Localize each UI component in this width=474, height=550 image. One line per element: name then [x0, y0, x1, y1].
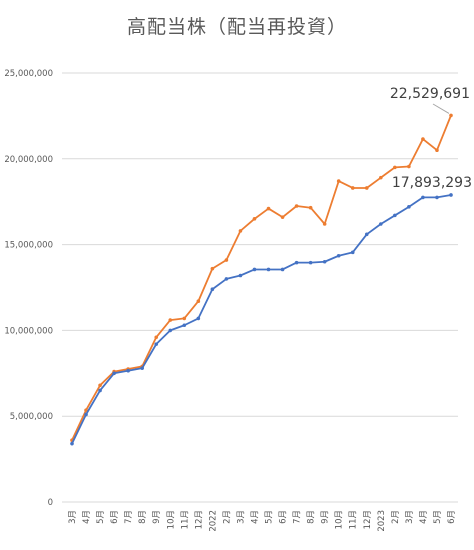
x-tick-label: 4月 [250, 510, 260, 524]
x-tick-label: 8月 [138, 510, 148, 524]
data-point [154, 342, 159, 346]
data-point [266, 267, 271, 272]
x-tick-label: 6月 [279, 510, 289, 524]
x-tick-label: 12月 [363, 510, 373, 529]
data-point [379, 175, 383, 180]
x-tick-label: 12月 [194, 510, 204, 529]
data-point [350, 250, 355, 255]
data-point [224, 258, 229, 262]
data-point [210, 287, 215, 292]
y-tick-label: 0 [48, 498, 53, 508]
data-point [266, 206, 271, 211]
x-tick-label: 6月 [447, 510, 457, 524]
y-axis-ticks: 0 5,000,000 10,000,000 15,000,000 20,000,000… [4, 69, 53, 508]
x-tick-label: 10月 [166, 510, 176, 529]
data-point [421, 137, 425, 141]
data-point [168, 328, 173, 333]
x-axis-ticks: 3月 4月 5月 6月 7月 8月 9月 10月 11月 12月 2022 2月 3月 4月 5月 6月 7月 8… [68, 510, 457, 532]
series-lines [70, 113, 453, 446]
data-point [393, 165, 397, 170]
data-point [70, 441, 74, 446]
data-point [449, 113, 453, 118]
x-tick-label: 5月 [96, 510, 106, 524]
data-point [308, 260, 313, 265]
x-tick-label: 7月 [293, 510, 303, 524]
data-point [126, 368, 130, 373]
x-tick-label: 3月 [405, 510, 415, 524]
data-point [280, 267, 285, 272]
data-point [393, 213, 397, 218]
y-tick-label: 20,000,000 [4, 155, 53, 165]
x-tick-label: 5月 [265, 510, 275, 524]
x-tick-label: 3月 [236, 510, 246, 524]
data-point [182, 323, 187, 328]
data-point [435, 148, 439, 153]
data-point [84, 412, 88, 417]
series-line [71, 115, 452, 441]
x-tick-label: 11月 [180, 510, 190, 529]
x-tick-label: 2022 [208, 510, 218, 532]
data-point [308, 205, 313, 210]
data-point [196, 316, 201, 321]
series-line [71, 194, 452, 445]
x-tick-label: 5月 [433, 510, 443, 524]
x-tick-label: 2月 [391, 510, 401, 524]
y-tick-label: 5,000,000 [10, 412, 53, 422]
data-point [322, 259, 327, 264]
x-tick-label: 9月 [321, 510, 331, 524]
data-point [224, 277, 229, 281]
data-point [84, 408, 88, 412]
end-value-label: 17,893,293 [392, 175, 472, 191]
callout-leader [432, 103, 450, 114]
gridlines [62, 72, 458, 503]
chart-title: 高配当株（配当再投資） [126, 16, 347, 38]
end-value-label: 22,529,691 [390, 86, 470, 102]
data-point [336, 179, 341, 183]
x-tick-label: 4月 [82, 510, 92, 524]
data-point [154, 335, 159, 340]
x-tick-label: 3月 [68, 510, 78, 524]
data-point [364, 186, 369, 190]
data-point [435, 195, 439, 200]
x-tick-label: 4月 [419, 510, 429, 524]
x-tick-label: 7月 [124, 510, 134, 524]
data-point [112, 371, 116, 376]
x-tick-label: 6月 [110, 510, 120, 524]
data-point [168, 318, 173, 322]
y-tick-label: 15,000,000 [4, 241, 53, 251]
data-point [294, 204, 299, 208]
data-point [449, 193, 453, 197]
data-point [210, 266, 215, 271]
data-point [379, 222, 383, 226]
data-point [98, 388, 102, 393]
data-point [294, 260, 299, 265]
data-point [238, 273, 243, 278]
x-tick-label: 11月 [349, 510, 359, 529]
data-point [336, 253, 341, 258]
data-point [421, 195, 425, 200]
data-point [182, 316, 187, 321]
data-point [196, 299, 201, 304]
data-point [252, 267, 257, 272]
data-point [364, 232, 369, 237]
data-point [350, 186, 355, 190]
data-point [280, 215, 285, 219]
data-point [407, 164, 411, 169]
x-tick-label: 8月 [307, 510, 317, 524]
y-tick-label: 25,000,000 [4, 69, 53, 79]
x-tick-label: 10月 [335, 510, 345, 529]
data-point [252, 217, 257, 221]
end-annotations: 22,529,691 17,893,293 [390, 86, 472, 191]
data-point [140, 366, 144, 370]
data-point [98, 383, 102, 388]
y-tick-label: 10,000,000 [4, 326, 53, 336]
data-point [238, 229, 243, 233]
x-tick-label: 2023 [377, 510, 387, 532]
data-point [322, 222, 327, 226]
x-tick-label: 2月 [222, 510, 232, 524]
data-point [407, 205, 411, 209]
x-tick-label: 9月 [152, 510, 162, 524]
